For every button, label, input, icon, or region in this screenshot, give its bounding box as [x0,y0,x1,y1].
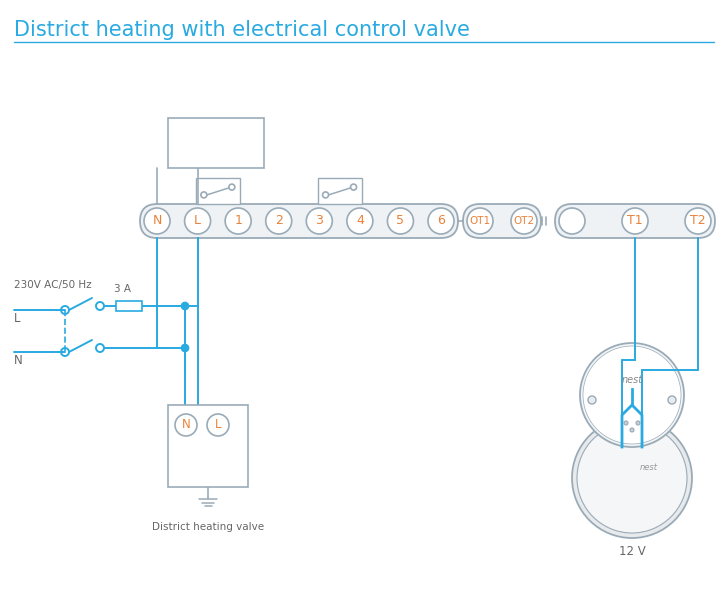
Text: T1: T1 [628,214,643,228]
Circle shape [577,423,687,533]
Circle shape [636,421,640,425]
Circle shape [144,208,170,234]
Text: Input power: Input power [183,138,250,148]
Bar [116,301,142,311]
Text: District heating with electrical control valve: District heating with electrical control… [14,20,470,40]
Circle shape [572,418,692,538]
Text: 3 A: 3 A [114,284,131,294]
Text: 3: 3 [315,214,323,228]
Text: 4: 4 [356,214,364,228]
Text: 12 V: 12 V [619,545,646,558]
Bar [168,118,264,168]
Circle shape [559,208,585,234]
Circle shape [347,208,373,234]
Circle shape [624,421,628,425]
Text: L: L [194,214,201,228]
Circle shape [467,208,493,234]
Circle shape [588,396,596,404]
Circle shape [428,208,454,234]
Circle shape [580,343,684,447]
Text: T2: T2 [690,214,706,228]
Circle shape [185,208,210,234]
Circle shape [225,208,251,234]
Text: 2: 2 [274,214,282,228]
FancyBboxPatch shape [555,204,715,238]
Text: N: N [181,419,191,431]
Circle shape [622,208,648,234]
FancyBboxPatch shape [140,204,458,238]
Text: 1: 1 [234,214,242,228]
Circle shape [175,414,197,436]
Circle shape [207,414,229,436]
Bar [196,178,240,204]
Text: L: L [215,419,221,431]
Circle shape [181,345,189,352]
Text: nest: nest [640,463,658,472]
Circle shape [306,208,332,234]
Circle shape [685,208,711,234]
Text: L: L [14,312,20,325]
Text: N: N [152,214,162,228]
Circle shape [181,302,189,309]
Bar [168,405,248,487]
Text: 6: 6 [437,214,445,228]
Text: OT2: OT2 [513,216,534,226]
Circle shape [266,208,292,234]
Bar [317,178,362,204]
Text: N: N [14,354,23,367]
Circle shape [630,428,634,432]
Circle shape [511,208,537,234]
Text: 230V AC/50 Hz: 230V AC/50 Hz [14,280,92,290]
Text: District heating valve: District heating valve [152,522,264,532]
Circle shape [583,346,681,444]
Circle shape [668,396,676,404]
Circle shape [387,208,414,234]
Text: nest: nest [622,375,643,385]
FancyBboxPatch shape [463,204,541,238]
Text: 5: 5 [397,214,405,228]
Text: OT1: OT1 [470,216,491,226]
